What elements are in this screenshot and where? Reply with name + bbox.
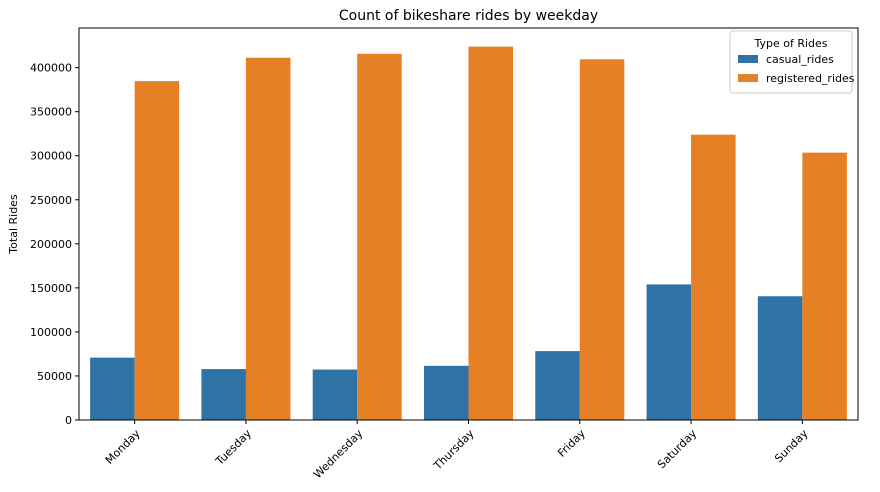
legend-swatch-registered_rides <box>738 74 758 82</box>
y-tick-label: 0 <box>65 414 72 427</box>
legend-label-registered_rides: registered_rides <box>766 72 855 85</box>
bar-casual_rides-monday <box>90 357 135 420</box>
bar-registered_rides-monday <box>134 81 180 421</box>
bar-casual_rides-wednesday <box>312 369 358 420</box>
x-tick-label: Thursday <box>431 427 477 473</box>
x-tick-label: Sunday <box>772 427 811 466</box>
x-tick-label: Wednesday <box>311 427 366 482</box>
bar-registered_rides-saturday <box>691 134 736 420</box>
x-tick-label: Tuesday <box>212 427 254 469</box>
y-tick-label: 200000 <box>30 238 72 251</box>
x-tick-label: Saturday <box>655 427 700 472</box>
bar-registered_rides-wednesday <box>357 53 402 421</box>
y-tick-label: 50000 <box>37 370 72 383</box>
bar-casual_rides-thursday <box>423 365 469 420</box>
x-tick-label: Friday <box>555 427 588 460</box>
y-tick-label: 300000 <box>30 150 72 163</box>
bars-group <box>90 46 847 421</box>
bar-casual_rides-sunday <box>757 296 803 420</box>
legend-title: Type of Rides <box>753 37 827 50</box>
bar-registered_rides-sunday <box>802 152 847 420</box>
legend-swatch-casual_rides <box>738 55 758 63</box>
x-tick-label: Monday <box>103 427 143 467</box>
y-tick-label: 400000 <box>30 62 72 75</box>
bar-registered_rides-thursday <box>468 46 514 420</box>
y-tick-label: 150000 <box>30 282 72 295</box>
legend-box <box>729 30 853 94</box>
chart-title: Count of bikeshare rides by weekday <box>339 8 598 24</box>
y-tick-label: 250000 <box>30 194 72 207</box>
y-tick-label: 100000 <box>30 326 72 339</box>
y-tick-label: 350000 <box>30 106 72 119</box>
legend: Type of Rides casual_rides registered_rid… <box>729 30 855 94</box>
bar-casual_rides-saturday <box>646 284 692 420</box>
legend-label-casual_rides: casual_rides <box>766 53 834 66</box>
bar-registered_rides-friday <box>579 59 625 420</box>
bar-casual_rides-tuesday <box>201 369 246 420</box>
plot-frame <box>78 27 859 421</box>
y-axis-label: Total Rides <box>7 194 20 255</box>
bar-casual_rides-friday <box>535 351 580 420</box>
bar-registered_rides-tuesday <box>245 57 291 421</box>
